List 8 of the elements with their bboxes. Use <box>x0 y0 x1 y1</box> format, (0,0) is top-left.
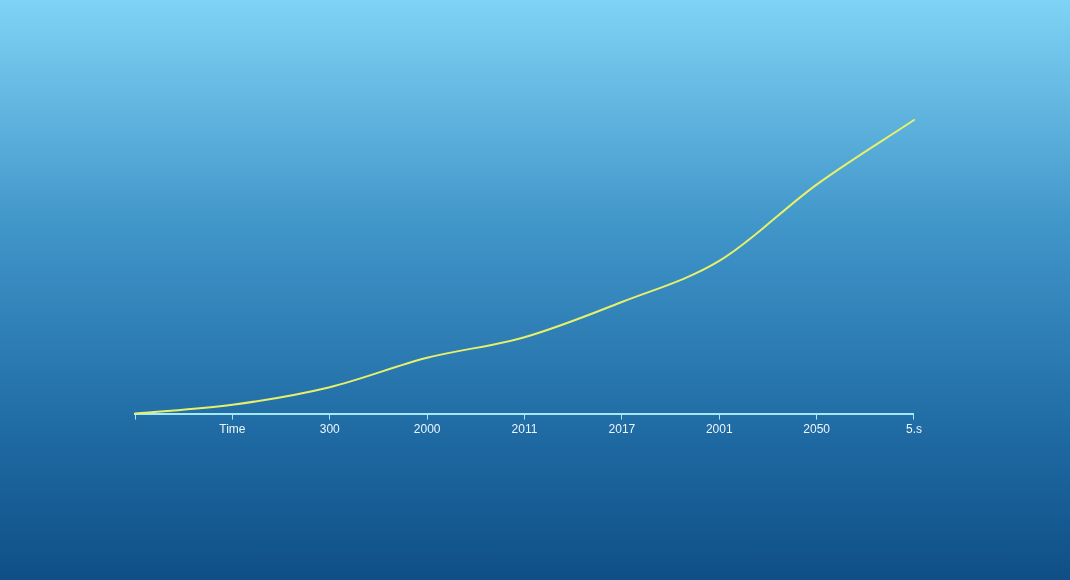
x-tick-label: Time <box>219 422 246 437</box>
x-tick-label: 2017 <box>608 422 636 437</box>
x-tick-label: 2050 <box>803 422 831 437</box>
x-tick-label: 300 <box>319 422 341 437</box>
x-tick-label: 2000 <box>413 422 441 437</box>
x-tick-label: 5.s <box>905 422 922 437</box>
x-tick-label: 2001 <box>705 422 733 437</box>
x-tick-label: 2011 <box>511 422 538 437</box>
